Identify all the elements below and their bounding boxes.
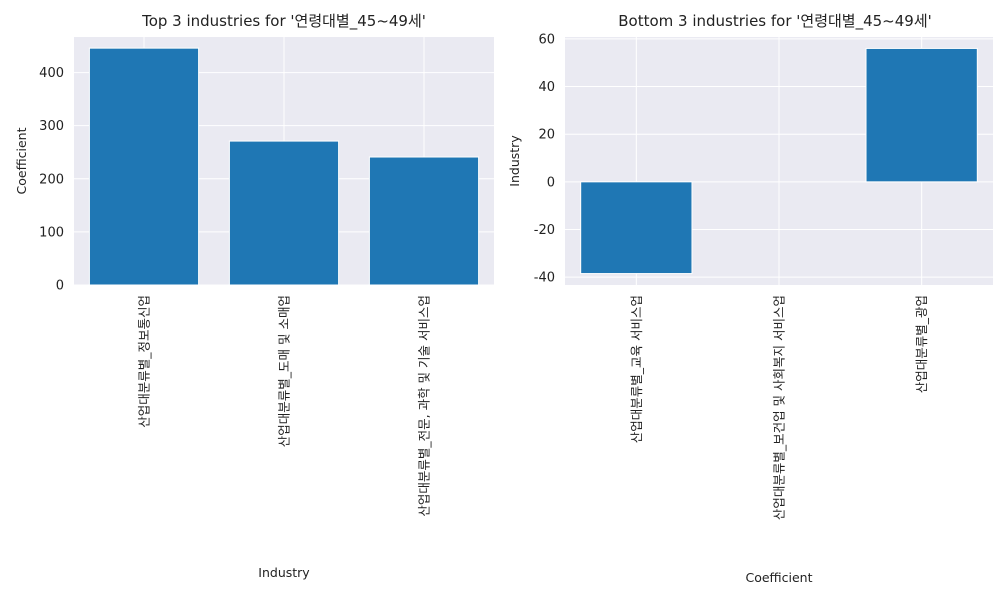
x-tick-label: 산업대분류별_도매 및 소매업 xyxy=(277,295,292,447)
y-tick-label: 200 xyxy=(39,172,64,187)
bar xyxy=(865,47,978,183)
chart-panel-1: 0 100 200 300 400 산업대분류별_정보통신업 산업대분류별_도매 및 소매업… xyxy=(14,12,494,580)
x-axis-label: Coefficient xyxy=(745,570,812,585)
bar xyxy=(228,140,340,286)
y-axis-label: Coefficient xyxy=(14,127,29,194)
y-tick-label: 0 xyxy=(56,279,64,294)
y-tick-label: 0 xyxy=(547,175,555,190)
x-tick-label: 산업대분류별_교육 서비스업 xyxy=(629,295,644,443)
y-tick-label: 400 xyxy=(39,66,64,81)
x-tick-label: 산업대분류별_정보통신업 xyxy=(137,295,152,428)
x-axis-label: Industry xyxy=(258,565,310,580)
chart-title: Top 3 industries for '연령대별_45~49세' xyxy=(141,12,426,31)
chart-title: Bottom 3 industries for '연령대별_45~49세' xyxy=(618,12,932,31)
y-axis-label: Industry xyxy=(507,135,522,187)
y-tick-label: 300 xyxy=(39,119,64,134)
x-tick-label: 산업대분류별_보건업 및 사회복지 서비스업 xyxy=(772,295,787,520)
y-tick-label: 100 xyxy=(39,225,64,240)
x-tick-label: 산업대분류별_광업 xyxy=(914,295,929,393)
chart-panel-2: -40 -20 0 20 40 60 산업대분류별_교육 서비스업 산업대분류별_보건업 및 … xyxy=(507,12,993,585)
bar xyxy=(580,181,693,275)
y-tick-label: -20 xyxy=(534,223,555,238)
bar xyxy=(368,156,480,286)
y-tick-label: -40 xyxy=(534,271,555,286)
bar xyxy=(88,47,200,286)
y-tick-label: 60 xyxy=(538,32,555,47)
y-tick-label: 20 xyxy=(538,128,555,143)
x-tick-label: 산업대분류별_전문, 과학 및 기술 서비스업 xyxy=(417,295,432,517)
y-tick-label: 40 xyxy=(538,80,555,95)
